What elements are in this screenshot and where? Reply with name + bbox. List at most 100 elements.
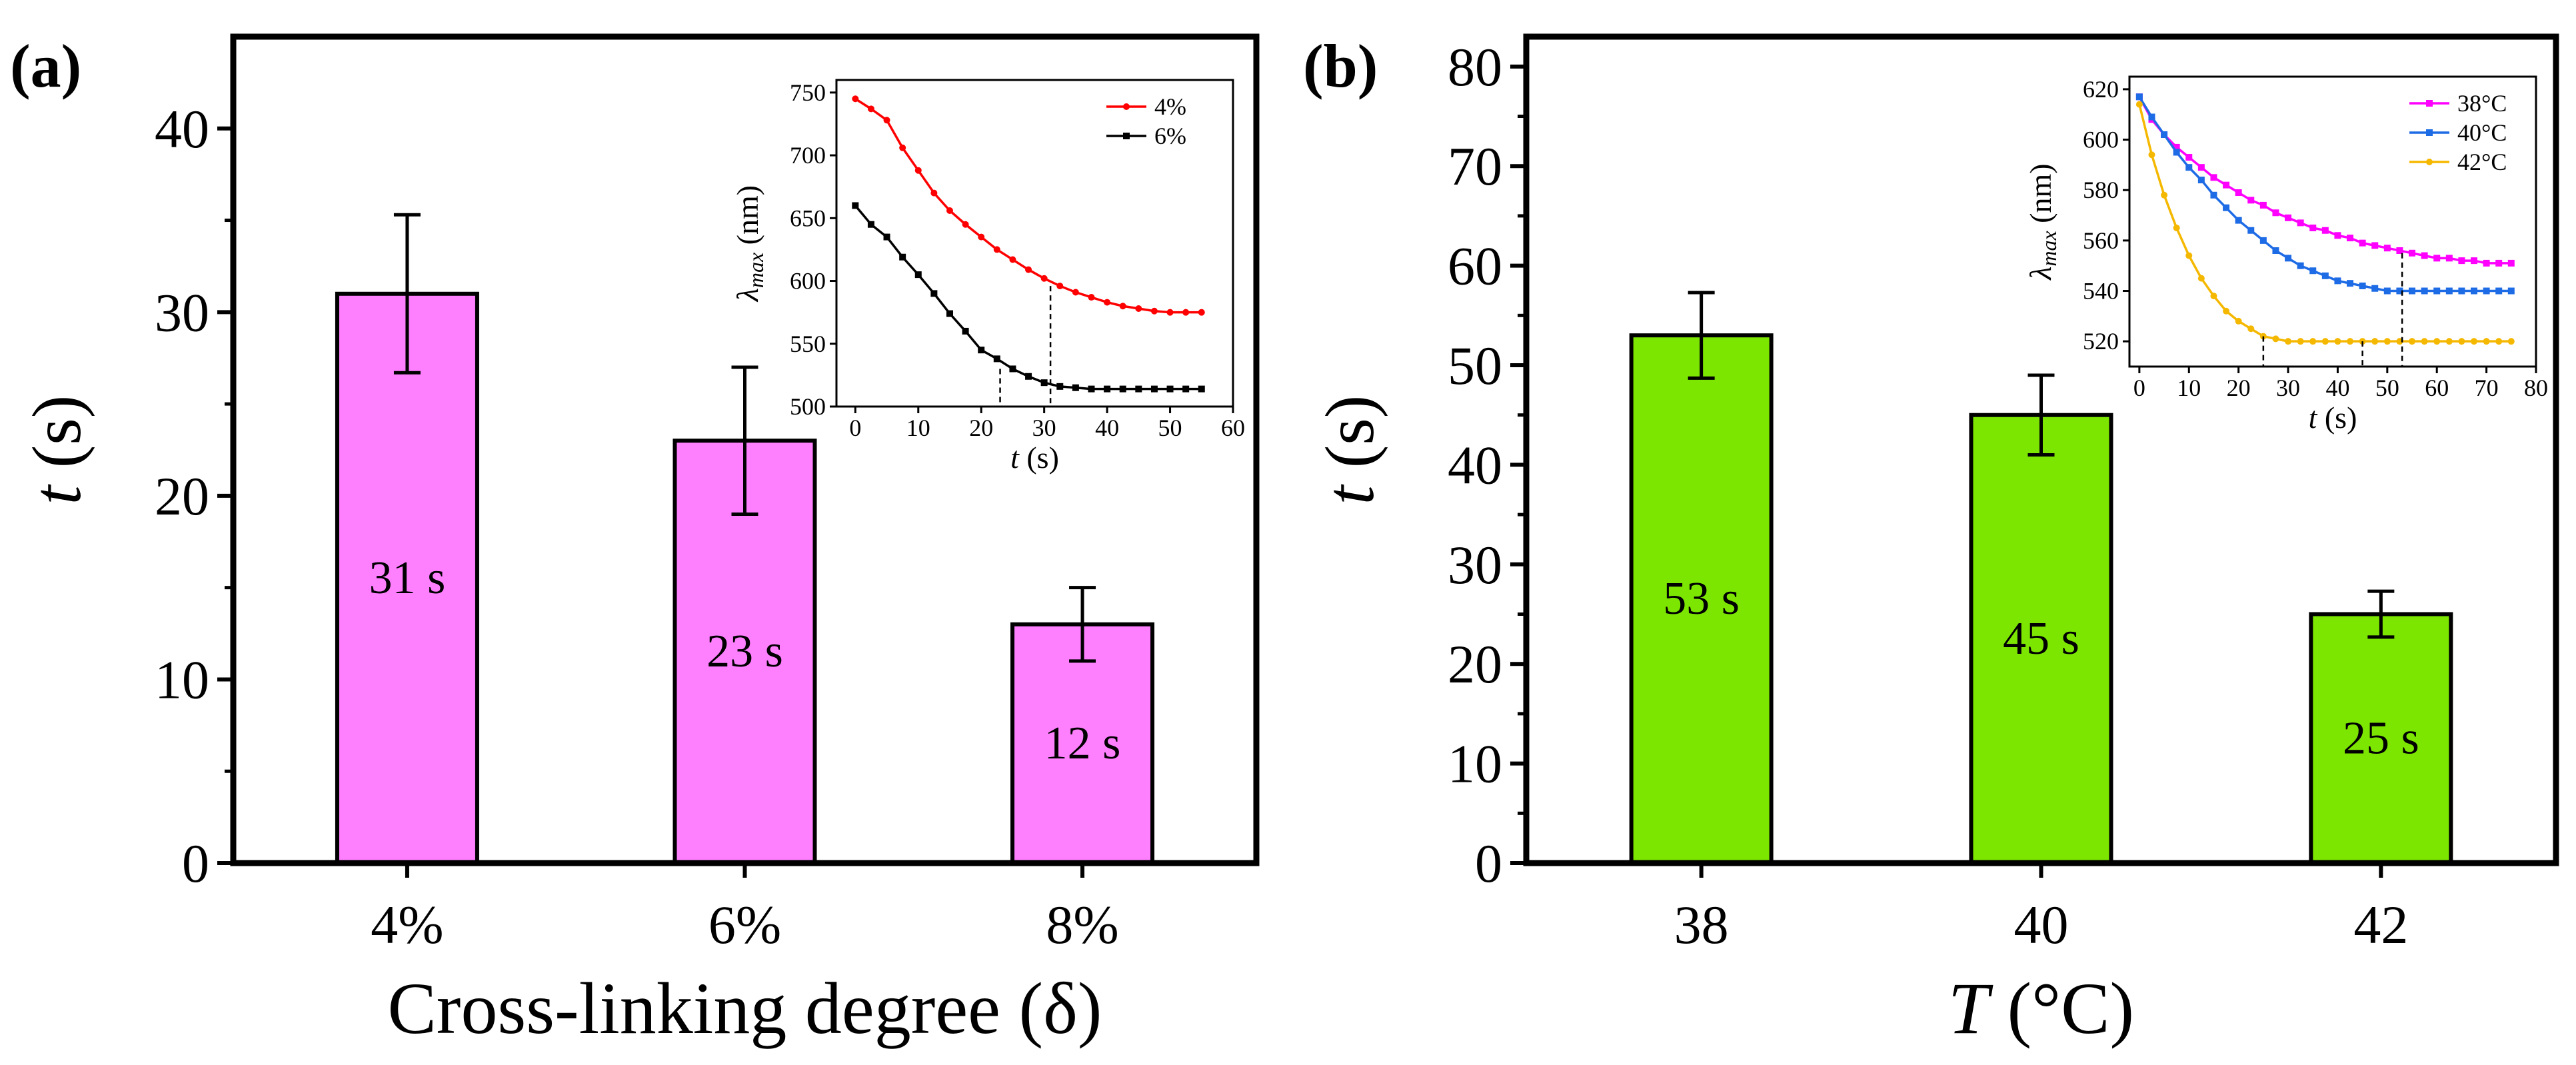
y-axis-title-part: t [1312,484,1388,505]
inset-y-tick-label: 750 [790,79,826,106]
y-tick-label: 30 [155,282,209,343]
data-point [2285,255,2292,262]
inset-x-axis-title: t (s) [1010,441,1059,475]
inset-y-tick-label: 600 [2083,127,2119,153]
inset-y-tick-label: 600 [790,268,826,295]
data-point [2210,293,2217,300]
data-point [899,253,906,261]
data-point [1056,383,1064,390]
data-point [2409,338,2416,345]
y-tick-label: 40 [1448,435,1502,495]
y-tick-label: 50 [1448,335,1502,396]
data-point [2148,151,2155,159]
data-point [2507,259,2515,267]
inset-x-axis-title-part: t [2309,401,2318,435]
data-point [1135,305,1142,312]
data-point [2458,287,2465,295]
inset-x-tick-label: 10 [906,415,930,441]
data-point [867,105,874,113]
data-point [962,327,969,335]
data-point [2235,317,2242,325]
data-point [2309,224,2317,231]
data-point [2272,335,2279,343]
data-point [2421,338,2428,345]
data-point [2223,307,2230,315]
data-point [2272,247,2279,254]
data-point [2471,338,2478,345]
inset-y-tick-label: 580 [2083,177,2119,203]
data-point [2471,257,2478,265]
data-point [2272,209,2279,217]
data-point [978,233,985,241]
data-point [2185,164,2193,171]
data-point [2334,277,2341,285]
legend-marker [2426,129,2433,136]
legend-label: 42°C [2457,149,2507,175]
y-tick-label: 30 [1448,534,1502,595]
x-tick-label: 8% [1046,894,1118,955]
y-tick-label: 20 [155,466,209,527]
inset-y-tick-label: 650 [790,205,826,231]
data-point [2409,249,2416,257]
x-axis-title: T (°C) [1948,968,2134,1049]
y-tick-label: 0 [1475,833,1502,894]
data-label: 31 s [369,552,446,604]
data-point [1009,256,1016,263]
data-point [2334,338,2341,345]
data-point [899,144,906,151]
data-point [2210,174,2217,181]
x-tick-label: 40 [2014,894,2069,955]
data-point [2161,131,2168,138]
inset-x-tick-label: 20 [2227,375,2251,401]
y-axis-title-part: (s) [19,395,95,486]
data-point [2383,245,2391,252]
inset-x-tick-label: 60 [1221,415,1245,441]
data-point [883,233,890,241]
inset-y-axis-title-part: λ [730,288,764,303]
inset-y-axis-title-part: max [2037,231,2061,266]
data-point [2433,255,2441,262]
y-tick-label: 10 [155,649,209,710]
data-point [2371,285,2379,292]
data-point [2247,325,2255,333]
series-line [2138,96,2511,293]
x-tick-label: 4% [371,894,443,955]
x-tick-label: 42 [2353,894,2408,955]
data-point [2347,338,2354,345]
inset-x-tick-label: 60 [2425,375,2449,401]
data-point [2495,259,2503,267]
data-point [2483,338,2490,345]
inset-x-tick-label: 0 [2133,375,2145,401]
data-label: 25 s [2343,712,2419,764]
inset-y-tick-label: 500 [790,393,826,420]
data-point [867,221,874,228]
data-point [2223,181,2230,189]
inset-x-tick-label: 40 [1095,415,1119,441]
data-point [2223,204,2230,211]
data-point [2235,189,2242,196]
inset-x-tick-label: 50 [1158,415,1182,441]
inset-y-tick-label: 620 [2083,76,2119,103]
data-point [914,167,922,174]
inset-x-axis-title: t (s) [2309,401,2357,435]
data-point [1198,309,1205,316]
y-tick-label: 40 [155,99,209,159]
y-tick-label: 70 [1448,136,1502,197]
data-point [1056,283,1064,290]
data-point [2309,338,2317,345]
inset-y-tick-label: 540 [2083,278,2119,305]
data-point [852,95,859,103]
inset-x-tick-label: 40 [2325,375,2349,401]
data-label: 45 s [2003,613,2079,664]
data-point [2309,267,2317,275]
data-point [993,355,1000,363]
series-line [2138,96,2511,265]
bar [335,291,479,865]
y-tick-label: 0 [182,833,209,894]
legend-label: 4% [1154,93,1186,120]
data-point [2285,338,2292,345]
plot-frame [1523,33,2559,866]
data-point [930,189,938,197]
data-point [2458,338,2465,345]
